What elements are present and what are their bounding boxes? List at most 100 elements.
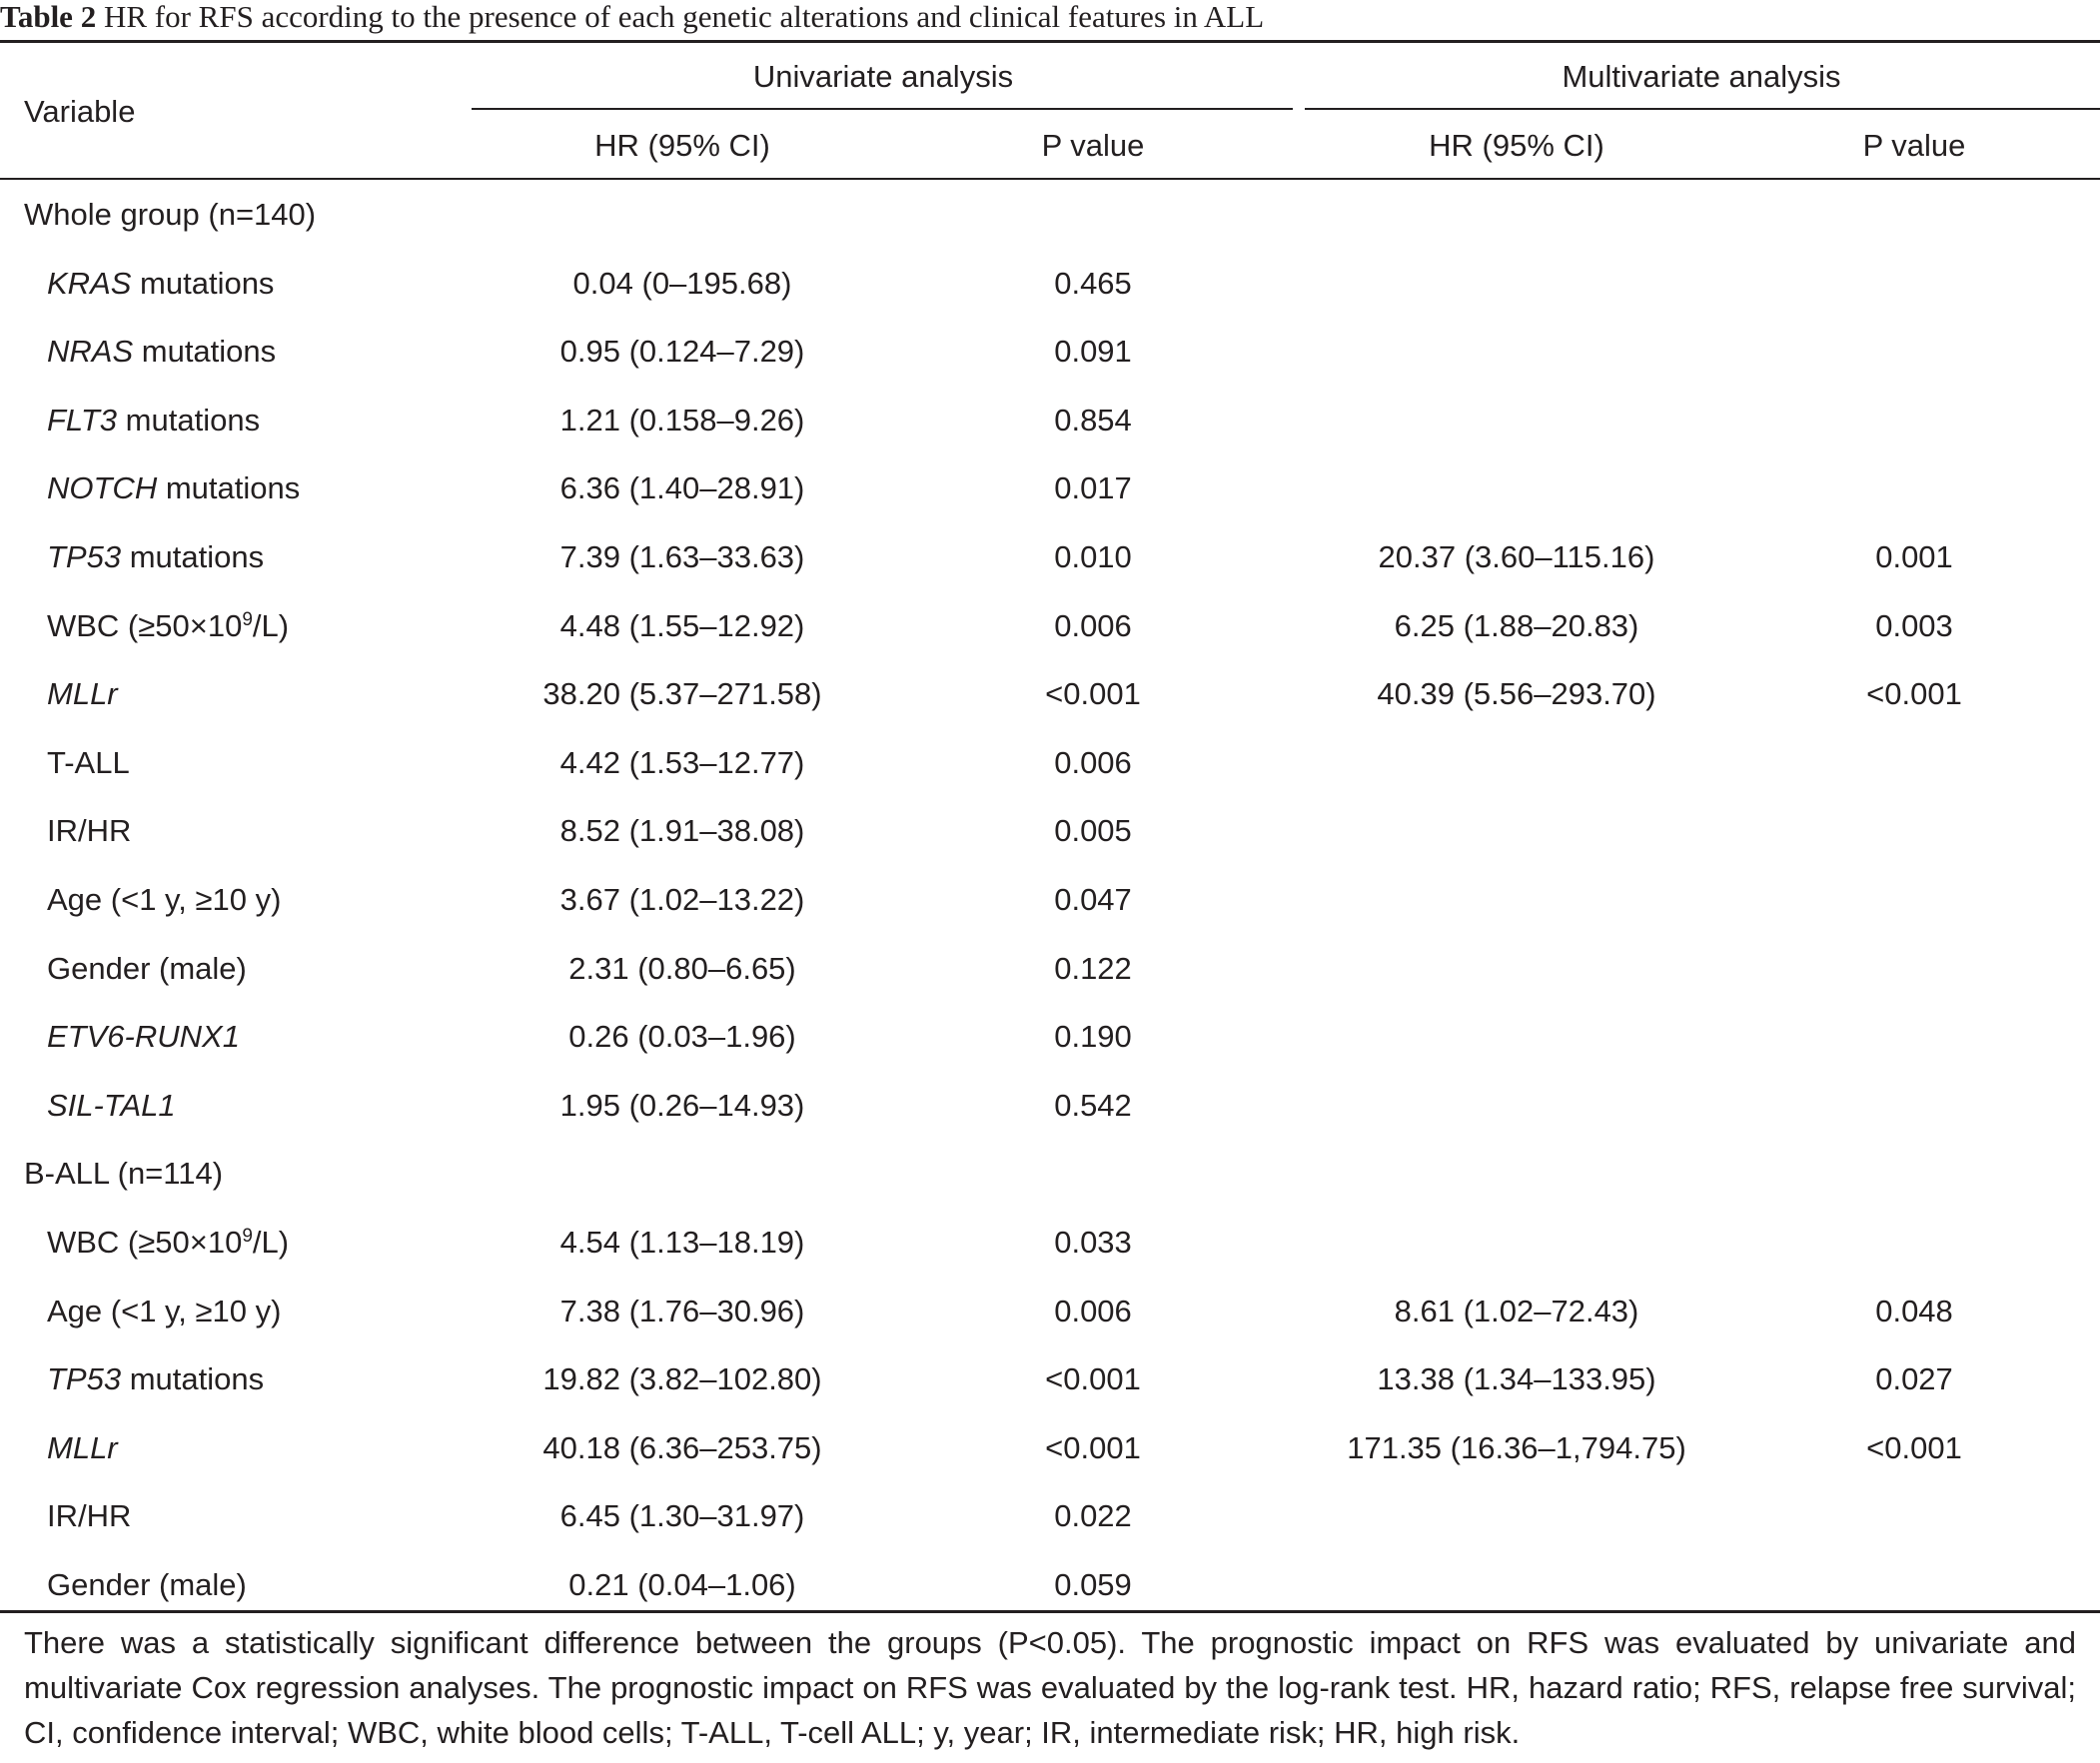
- univariate-p: 0.005: [1054, 813, 1132, 848]
- univariate-p: 0.006: [1054, 745, 1132, 780]
- gene-name: NOTCH: [47, 470, 158, 505]
- multivariate-p: 0.001: [1875, 539, 1953, 574]
- multivariate-p: 0.027: [1875, 1361, 1953, 1396]
- variable-label: NOTCH mutations: [47, 468, 300, 508]
- univariate-p: 0.190: [1054, 1019, 1132, 1054]
- univariate-hr: 3.67 (1.02–13.22): [559, 882, 805, 917]
- variable-label: MLLr: [47, 1428, 118, 1468]
- gene-name: SIL-TAL1: [47, 1088, 176, 1123]
- header-variable: Variable: [24, 94, 136, 129]
- variable-text: IR/HR: [47, 813, 132, 848]
- variable-text: Age (<1 y, ≥10 y): [47, 1294, 282, 1328]
- variable-label: T-ALL: [47, 743, 130, 783]
- group-heading: Whole group (n=140): [24, 197, 317, 232]
- variable-suffix: mutations: [121, 1361, 265, 1396]
- univariate-p: 0.017: [1054, 470, 1132, 505]
- gene-name: TP53: [47, 539, 122, 574]
- group-heading: B-ALL (n=114): [24, 1156, 224, 1191]
- header-multi-p: P value: [1862, 128, 1966, 163]
- univariate-hr: 6.45 (1.30–31.97): [559, 1498, 805, 1533]
- variable-text: IR/HR: [47, 1498, 132, 1533]
- table-label: Table 2: [0, 0, 97, 34]
- univariate-p: <0.001: [1045, 1430, 1141, 1465]
- header-uni-hr: HR (95% CI): [594, 128, 770, 163]
- univariate-p: 0.006: [1054, 608, 1132, 643]
- univariate-p: 0.047: [1054, 882, 1132, 917]
- gene-name: MLLr: [47, 676, 118, 711]
- univariate-p: <0.001: [1045, 1361, 1141, 1396]
- univariate-hr: 7.38 (1.76–30.96): [559, 1294, 805, 1328]
- variable-text: Age (<1 y, ≥10 y): [47, 882, 282, 917]
- univariate-p: <0.001: [1045, 676, 1141, 711]
- gene-name: TP53: [47, 1361, 122, 1396]
- variable-label: Age (<1 y, ≥10 y): [47, 1292, 281, 1331]
- univariate-hr: 1.95 (0.26–14.93): [559, 1088, 805, 1123]
- univariate-hr: 0.26 (0.03–1.96): [568, 1019, 796, 1054]
- multivariate-hr: 8.61 (1.02–72.43): [1394, 1294, 1639, 1328]
- header-multivariate: Multivariate analysis: [1562, 59, 1841, 94]
- gene-name: MLLr: [47, 1430, 118, 1465]
- univariate-p: 0.006: [1054, 1294, 1132, 1328]
- variable-label: Age (<1 y, ≥10 y): [47, 880, 281, 920]
- univariate-hr: 4.48 (1.55–12.92): [559, 608, 805, 643]
- univariate-p: 0.010: [1054, 539, 1132, 574]
- univariate-hr: 1.21 (0.158–9.26): [559, 403, 805, 438]
- variable-label: FLT3 mutations: [47, 401, 260, 441]
- univariate-hr: 2.31 (0.80–6.65): [568, 951, 796, 986]
- header-univariate: Univariate analysis: [752, 59, 1014, 94]
- variable-label: IR/HR: [47, 1496, 131, 1536]
- multivariate-hr: 20.37 (3.60–115.16): [1378, 539, 1655, 574]
- multivariate-hr: 13.38 (1.34–133.95): [1377, 1361, 1656, 1396]
- variable-text: WBC (≥50×10: [47, 608, 243, 643]
- variable-label: ETV6-RUNX1: [47, 1017, 240, 1057]
- multivariate-hr: 40.39 (5.56–293.70): [1377, 676, 1656, 711]
- variable-text: Gender (male): [47, 951, 247, 986]
- multivariate-p: 0.048: [1875, 1294, 1953, 1328]
- gene-name: KRAS: [47, 266, 132, 301]
- bottom-rule: [0, 1610, 2100, 1613]
- univariate-p: 0.542: [1054, 1088, 1132, 1123]
- top-rule: [0, 40, 2100, 43]
- superscript: 9: [242, 609, 253, 630]
- univariate-underline: [472, 108, 1293, 110]
- multivariate-p: <0.001: [1866, 1430, 1962, 1465]
- univariate-hr: 4.42 (1.53–12.77): [559, 745, 805, 780]
- variable-label: Gender (male): [47, 949, 247, 989]
- table-title: HR for RFS according to the presence of …: [103, 0, 1265, 34]
- multivariate-p: 0.003: [1875, 608, 1953, 643]
- univariate-p: 0.022: [1054, 1498, 1132, 1533]
- univariate-hr: 4.54 (1.13–18.19): [559, 1225, 805, 1260]
- variable-unit: /L): [252, 1225, 290, 1260]
- univariate-p: 0.091: [1054, 334, 1132, 369]
- univariate-p: 0.033: [1054, 1225, 1132, 1260]
- variable-suffix: mutations: [157, 470, 301, 505]
- variable-label: TP53 mutations: [47, 537, 264, 577]
- variable-label: WBC (≥50×109/L): [47, 1223, 289, 1263]
- univariate-hr: 19.82 (3.82–102.80): [542, 1361, 822, 1396]
- header-uni-p: P value: [1041, 128, 1145, 163]
- variable-suffix: mutations: [133, 334, 277, 369]
- univariate-hr: 6.36 (1.40–28.91): [559, 470, 805, 505]
- variable-label: Gender (male): [47, 1565, 247, 1605]
- table-footnote: There was a statistically significant di…: [24, 1625, 2076, 1750]
- univariate-p: 0.059: [1054, 1567, 1132, 1602]
- variable-label: IR/HR: [47, 811, 131, 851]
- variable-label: NRAS mutations: [47, 332, 276, 372]
- gene-name: FLT3: [47, 403, 118, 438]
- univariate-hr: 38.20 (5.37–271.58): [542, 676, 822, 711]
- univariate-hr: 0.04 (0–195.68): [572, 266, 792, 301]
- multivariate-p: <0.001: [1866, 676, 1962, 711]
- variable-suffix: mutations: [117, 403, 261, 438]
- univariate-hr: 0.95 (0.124–7.29): [559, 334, 805, 369]
- superscript: 9: [242, 1226, 253, 1247]
- univariate-p: 0.465: [1054, 266, 1132, 301]
- variable-suffix: mutations: [131, 266, 275, 301]
- variable-suffix: mutations: [121, 539, 265, 574]
- multivariate-hr: 6.25 (1.88–20.83): [1394, 608, 1639, 643]
- univariate-p: 0.122: [1054, 951, 1132, 986]
- univariate-hr: 7.39 (1.63–33.63): [559, 539, 805, 574]
- multivariate-hr: 171.35 (16.36–1,794.75): [1347, 1430, 1686, 1465]
- header-multi-hr: HR (95% CI): [1429, 128, 1604, 163]
- variable-text: T-ALL: [47, 745, 130, 780]
- univariate-p: 0.854: [1054, 403, 1132, 438]
